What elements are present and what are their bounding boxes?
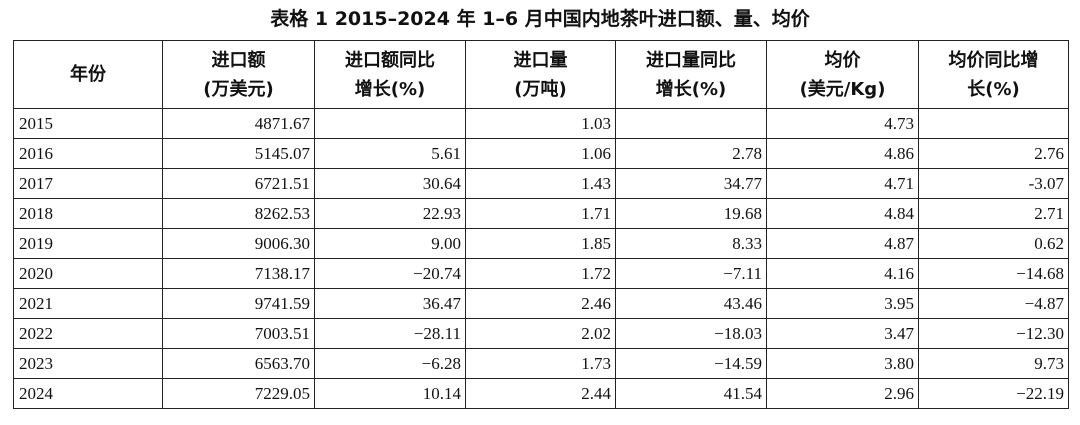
cell-import-value-yoy: 10.14 [314,378,466,409]
cell-year: 2020 [13,258,163,289]
header-row: 年份 进口额 (万美元) 进口额同比 增长(%) 进口量 (万吨) 进口量同比 … [13,40,1069,109]
cell-import-value: 4871.67 [162,108,315,139]
cell-import-volume-yoy: 41.54 [615,378,767,409]
cell-import-value: 7229.05 [162,378,315,409]
cell-import-volume-yoy: −7.11 [615,258,767,289]
cell-import-volume: 1.72 [465,258,616,289]
cell-year: 2015 [13,108,163,139]
cell-import-volume-yoy: −18.03 [615,318,767,349]
cell-year: 2017 [13,168,163,199]
cell-year: 2018 [13,198,163,229]
tea-import-table: 年份 进口额 (万美元) 进口额同比 增长(%) 进口量 (万吨) 进口量同比 … [13,40,1069,409]
table-title: 表格 1 2015–2024 年 1–6 月中国内地茶叶进口额、量、均价 [270,8,810,30]
header-year: 年份 [13,40,163,109]
cell-avg-price-yoy: −12.30 [918,318,1069,349]
cell-avg-price: 4.71 [766,168,919,199]
cell-import-value-yoy: 36.47 [314,288,466,319]
cell-avg-price-yoy: −22.19 [918,378,1069,409]
header-import-value-yoy: 进口额同比 增长(%) [314,40,466,109]
cell-import-volume-yoy: 43.46 [615,288,767,319]
header-import-value: 进口额 (万美元) [162,40,315,109]
cell-import-volume: 1.03 [465,108,616,139]
cell-year: 2022 [13,318,163,349]
header-avg-price: 均价 (美元/Kg) [766,40,919,109]
cell-import-volume: 1.73 [465,348,616,379]
cell-import-value-yoy [314,108,466,139]
table-row: 2017 6721.51 30.64 1.43 34.77 4.71 -3.07 [13,168,1069,199]
cell-avg-price: 4.87 [766,228,919,259]
header-import-volume-yoy: 进口量同比 增长(%) [615,40,767,109]
cell-import-value-yoy: 22.93 [314,198,466,229]
cell-import-volume-yoy: 34.77 [615,168,767,199]
cell-import-volume: 2.46 [465,288,616,319]
cell-import-value-yoy: −20.74 [314,258,466,289]
cell-year: 2021 [13,288,163,319]
table-body: 2015 4871.67 1.03 4.73 2016 5145.07 5.61 1.06 2.… [13,108,1069,409]
cell-avg-price-yoy: 9.73 [918,348,1069,379]
cell-import-value-yoy: 9.00 [314,228,466,259]
cell-avg-price: 2.96 [766,378,919,409]
cell-avg-price-yoy: −4.87 [918,288,1069,319]
cell-avg-price-yoy [918,108,1069,139]
cell-import-volume: 1.43 [465,168,616,199]
table-row: 2020 7138.17 −20.74 1.72 −7.11 4.16 −14.68 [13,258,1069,289]
cell-year: 2023 [13,348,163,379]
header-import-volume: 进口量 (万吨) [465,40,616,109]
cell-import-volume: 1.71 [465,198,616,229]
cell-avg-price-yoy: 2.76 [918,138,1069,169]
cell-import-value: 7003.51 [162,318,315,349]
cell-import-value-yoy: 5.61 [314,138,466,169]
table-row: 2021 9741.59 36.47 2.46 43.46 3.95 −4.87 [13,288,1069,319]
cell-avg-price-yoy: 2.71 [918,198,1069,229]
cell-import-value-yoy: −28.11 [314,318,466,349]
table-row: 2022 7003.51 −28.11 2.02 −18.03 3.47 −12.30 [13,318,1069,349]
cell-import-value: 5145.07 [162,138,315,169]
cell-avg-price: 4.73 [766,108,919,139]
cell-avg-price-yoy: -3.07 [918,168,1069,199]
cell-import-volume: 2.44 [465,378,616,409]
table-row: 2018 8262.53 22.93 1.71 19.68 4.84 2.71 [13,198,1069,229]
cell-import-volume: 2.02 [465,318,616,349]
cell-import-volume-yoy: 2.78 [615,138,767,169]
cell-import-volume: 1.85 [465,228,616,259]
cell-avg-price: 4.16 [766,258,919,289]
cell-avg-price-yoy: 0.62 [918,228,1069,259]
header-avg-price-yoy: 均价同比增 长(%) [918,40,1069,109]
cell-year: 2016 [13,138,163,169]
cell-import-value: 6721.51 [162,168,315,199]
cell-import-value-yoy: 30.64 [314,168,466,199]
cell-import-volume-yoy: −14.59 [615,348,767,379]
cell-import-value-yoy: −6.28 [314,348,466,379]
cell-import-value: 8262.53 [162,198,315,229]
cell-avg-price: 3.80 [766,348,919,379]
cell-avg-price: 4.86 [766,138,919,169]
cell-avg-price: 3.95 [766,288,919,319]
cell-import-value: 6563.70 [162,348,315,379]
cell-import-value: 9741.59 [162,288,315,319]
cell-import-volume: 1.06 [465,138,616,169]
table-row: 2024 7229.05 10.14 2.44 41.54 2.96 −22.19 [13,378,1069,409]
cell-import-volume-yoy: 8.33 [615,228,767,259]
cell-avg-price: 3.47 [766,318,919,349]
cell-import-value: 7138.17 [162,258,315,289]
cell-import-value: 9006.30 [162,228,315,259]
table-row: 2019 9006.30 9.00 1.85 8.33 4.87 0.62 [13,228,1069,259]
cell-import-volume-yoy: 19.68 [615,198,767,229]
cell-avg-price-yoy: −14.68 [918,258,1069,289]
cell-year: 2024 [13,378,163,409]
table-row: 2016 5145.07 5.61 1.06 2.78 4.86 2.76 [13,138,1069,169]
table-row: 2023 6563.70 −6.28 1.73 −14.59 3.80 9.73 [13,348,1069,379]
cell-year: 2019 [13,228,163,259]
cell-import-volume-yoy [615,108,767,139]
table-row: 2015 4871.67 1.03 4.73 [13,108,1069,139]
cell-avg-price: 4.84 [766,198,919,229]
